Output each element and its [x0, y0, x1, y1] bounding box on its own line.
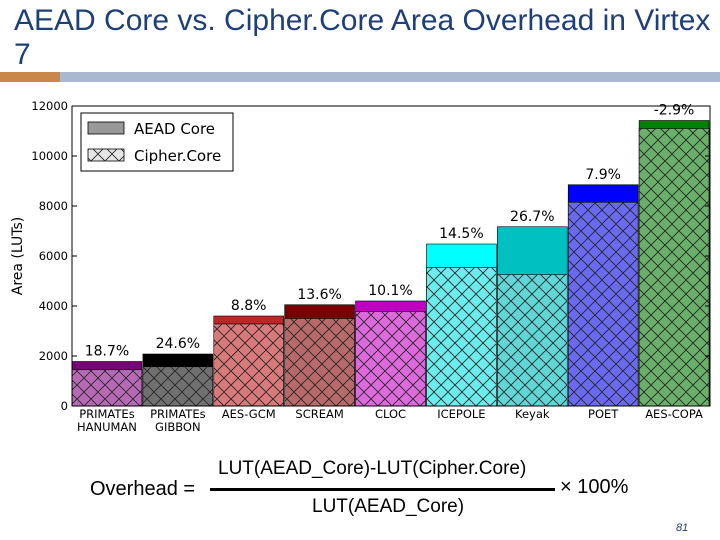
- x-tick-label: PRIMATEs: [150, 407, 206, 421]
- cipher-bar-hatch: [355, 311, 426, 406]
- overhead-label: 10.1%: [368, 283, 412, 299]
- formula-fraction-line: [210, 488, 555, 491]
- page-number: 81: [676, 522, 689, 534]
- y-tick-label: 8000: [39, 199, 68, 213]
- x-tick-label: AES-GCM: [222, 407, 276, 421]
- x-tick-label: ICEPOLE: [437, 407, 485, 421]
- title-accent-bar: [0, 72, 60, 82]
- y-tick-label: 12000: [31, 99, 68, 113]
- x-tick-label: Keyak: [515, 407, 550, 421]
- x-tick-label: HANUMAN: [77, 420, 137, 434]
- cipher-bar-hatch: [142, 366, 213, 406]
- x-tick-label: AES-COPA: [645, 407, 703, 421]
- bars-group: [71, 120, 710, 407]
- y-axis-label: Area (LUTs): [10, 217, 26, 295]
- overhead-label: 18.7%: [85, 344, 129, 360]
- y-tick-label: 2000: [39, 349, 68, 363]
- y-ticks-group: 0 2000 4000 6000 8000 10000 12000: [31, 99, 710, 413]
- legend-label-aead: AEAD Core: [134, 120, 215, 138]
- legend-label-cipher: Cipher.Core: [134, 147, 221, 165]
- legend: AEAD Core Cipher.Core: [80, 112, 234, 172]
- legend-swatch-cipher: [88, 149, 124, 161]
- y-tick-label: 0: [61, 399, 68, 413]
- overhead-label: 8.8%: [231, 298, 267, 314]
- y-tick-label: 4000: [39, 299, 68, 313]
- cipher-bar-hatch: [497, 274, 568, 406]
- cipher-bar-hatch: [72, 369, 142, 406]
- formula-left: Overhead =: [90, 478, 196, 500]
- overhead-label: 24.6%: [156, 336, 200, 352]
- title-rule: [60, 72, 720, 82]
- y-tick-label: 6000: [39, 249, 68, 263]
- cipher-bar-hatch: [639, 128, 709, 406]
- x-tick-label: GIBBON: [155, 420, 201, 434]
- cipher-bar-hatch: [568, 202, 639, 406]
- slide-title: AEAD Core vs. Cipher.Core Area Overhead …: [14, 4, 711, 71]
- cipher-bar-hatch: [426, 267, 497, 406]
- overhead-formula: Overhead = LUT(AEAD_Core)-LUT(Cipher.Cor…: [0, 452, 720, 522]
- x-tick-label: PRIMATEs: [79, 407, 135, 421]
- overhead-label: -2.9%: [654, 103, 695, 119]
- cipher-bar-hatch: [284, 318, 355, 406]
- x-tick-label: SCREAM: [295, 407, 343, 421]
- formula-right: × 100%: [560, 476, 629, 498]
- overhead-label: 13.6%: [297, 287, 341, 303]
- formula-numerator: LUT(AEAD_Core)-LUT(Cipher.Core): [218, 458, 527, 479]
- overhead-label: 7.9%: [585, 167, 621, 183]
- overhead-label: 14.5%: [439, 226, 483, 242]
- formula-denominator: LUT(AEAD_Core): [312, 496, 465, 517]
- legend-swatch-aead: [87, 121, 125, 135]
- y-tick-label: 10000: [31, 149, 68, 163]
- x-tick-label: CLOC: [375, 407, 406, 421]
- x-tick-label: POET: [588, 407, 619, 421]
- overhead-labels-group: 18.7% 24.6% 8.8% 13.6% 10.1% 14.5% 26.7% 7.9% -2…: [85, 103, 695, 360]
- overhead-label: 26.7%: [510, 209, 554, 225]
- cipher-bar-hatch: [213, 324, 284, 406]
